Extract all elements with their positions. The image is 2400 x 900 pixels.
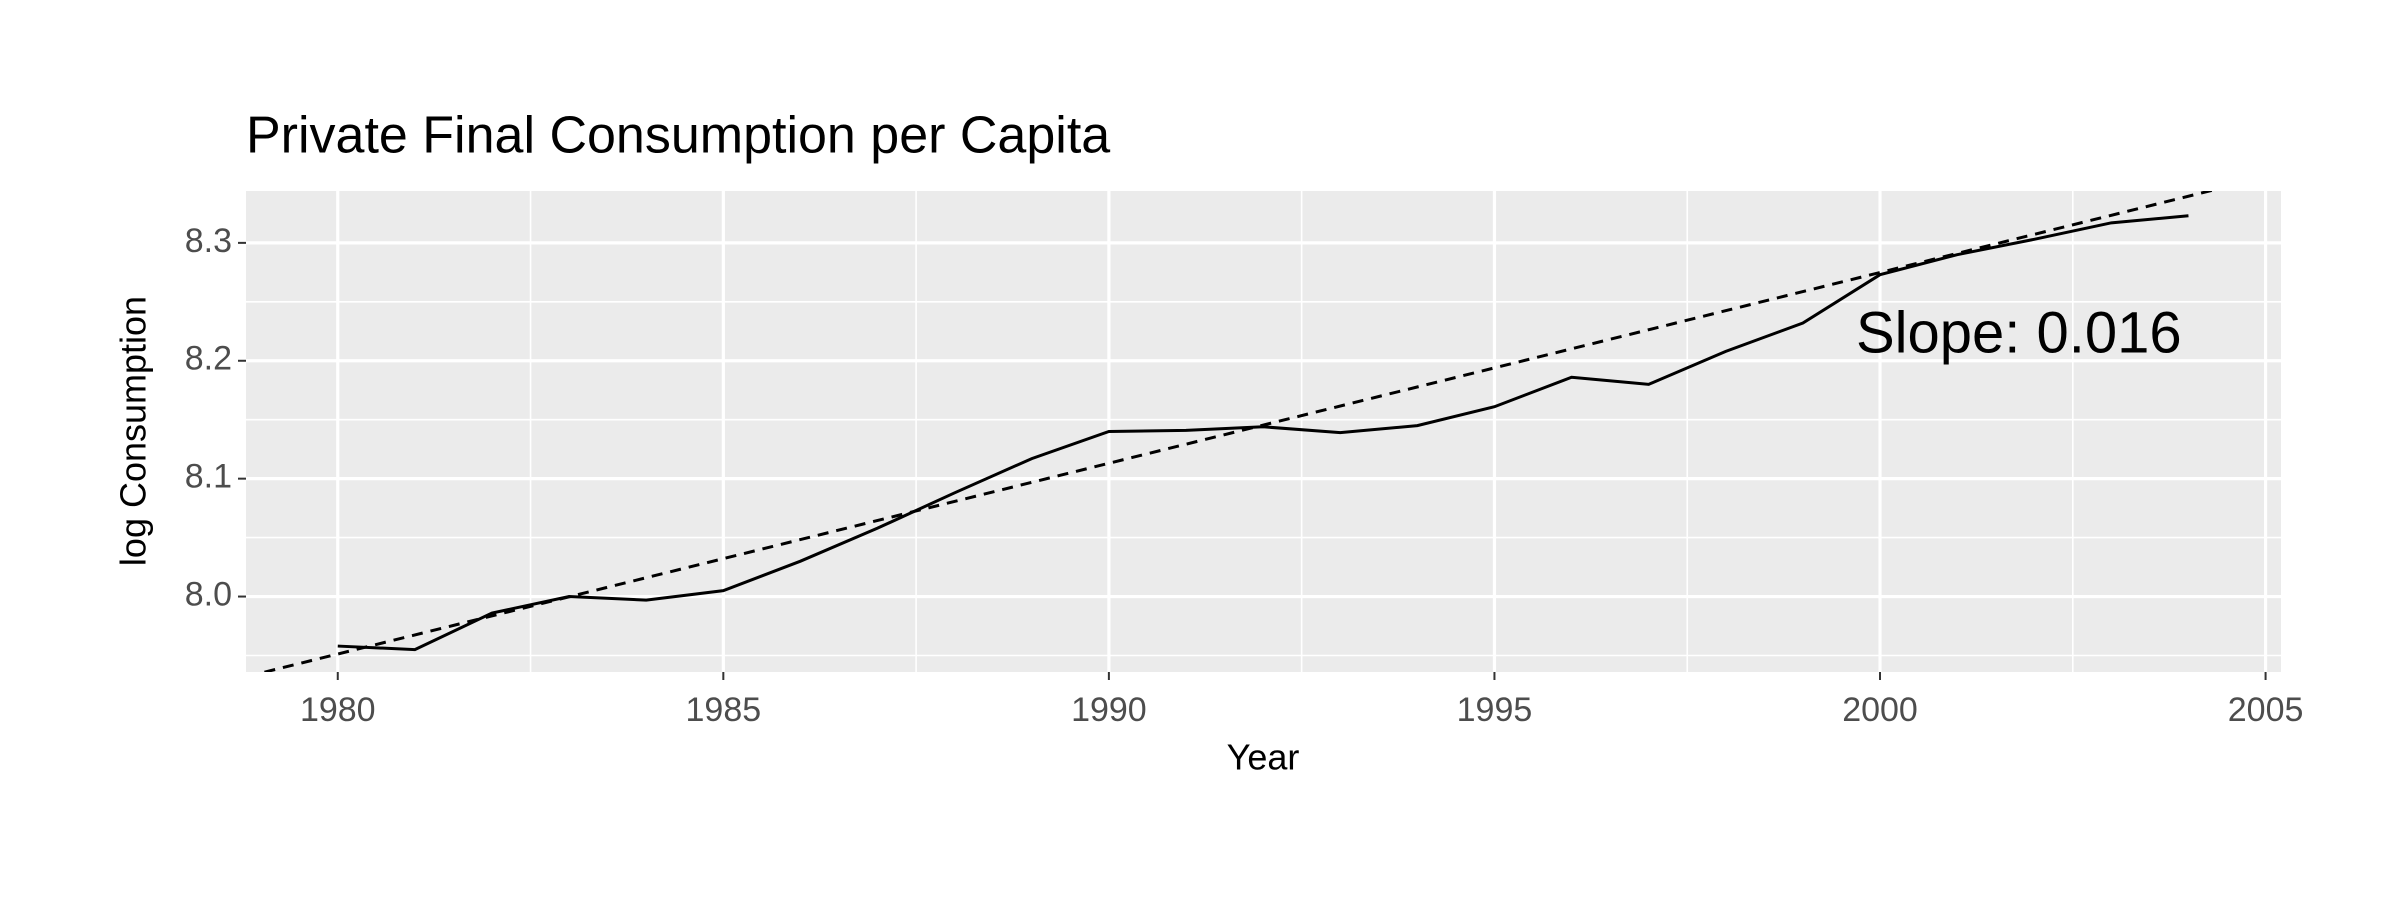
chart-title: Private Final Consumption per Capita <box>246 107 1110 165</box>
axes: 1980 1985 1990 1995 2000 2005 8.0 8.1 8.2 8.3 <box>185 222 2304 729</box>
annotation: Slope: 0.016 <box>1856 301 2182 366</box>
x-tick-label: 1990 <box>1071 691 1147 729</box>
y-tick-label: 8.1 <box>185 458 232 496</box>
x-tick-label: 2000 <box>1842 691 1918 729</box>
x-tick-label: 1995 <box>1457 691 1533 729</box>
x-tick-label: 1980 <box>300 691 376 729</box>
y-tick-label: 8.2 <box>185 340 232 378</box>
x-axis-title: Year <box>1227 737 1300 778</box>
line <box>337 214 2189 652</box>
y-tick-label: 8.0 <box>185 576 232 614</box>
y-axis-title: log Consumption <box>113 296 154 566</box>
plot-area <box>258 191 2216 672</box>
y-tick-label: 8.3 <box>185 222 232 260</box>
x-tick-label: 1985 <box>686 691 762 729</box>
x-tick-label: 2005 <box>2228 691 2304 729</box>
trend-line <box>258 191 2216 672</box>
